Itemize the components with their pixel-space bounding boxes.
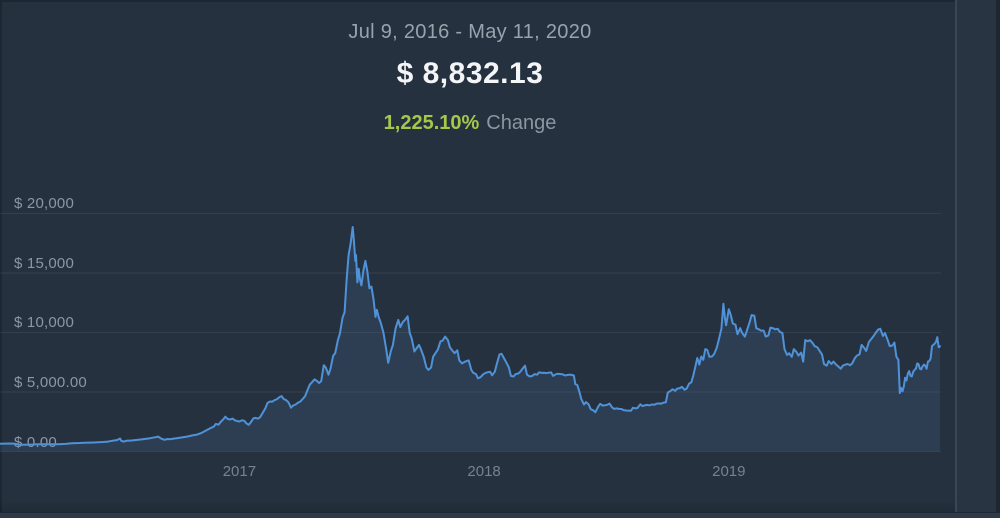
y-axis-tick-label: $ 20,000 [14,195,74,213]
bottom-bar [0,512,1000,518]
price-area [0,227,940,452]
right-panel-strip [957,0,1000,518]
y-axis-tick-label: $ 10,000 [14,314,74,332]
x-axis-tick-label: 2018 [467,463,501,480]
right-panel-divider [955,0,957,518]
price-line [0,226,941,446]
bottom-shade [0,499,1000,512]
y-axis-tick-label: $ 15,000 [14,254,74,272]
gridlines [0,212,941,452]
y-axis-tick-label: $ 5,000.00 [14,373,87,391]
x-axis-tick-label: 2019 [712,463,746,480]
x-axis-tick-label: 2017 [222,463,257,480]
y-axis-tick-label: $ 0.00 [14,433,57,451]
